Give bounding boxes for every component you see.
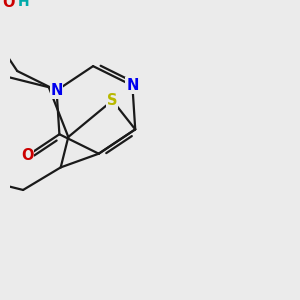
Text: O: O [21, 148, 34, 163]
Text: N: N [50, 83, 63, 98]
Text: S: S [107, 93, 118, 108]
Text: O: O [3, 0, 15, 10]
Text: N: N [126, 78, 139, 93]
Text: H: H [18, 0, 29, 9]
